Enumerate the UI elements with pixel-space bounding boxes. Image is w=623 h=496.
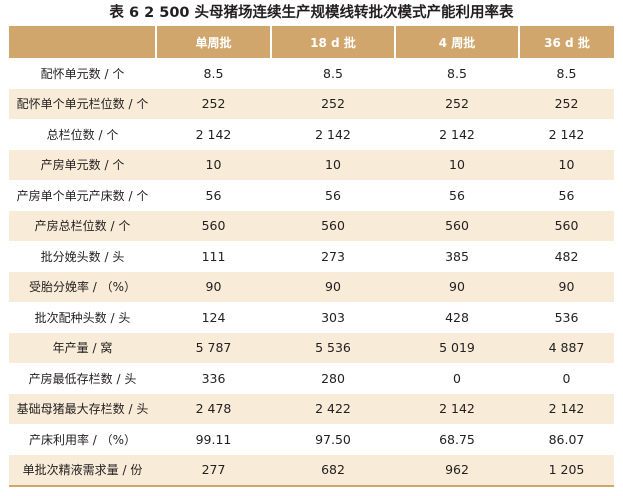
table-cell: 962: [395, 454, 519, 487]
row-label: 年产量 / 窝: [9, 332, 156, 363]
table-cell: 2 142: [519, 119, 614, 150]
table-cell: 10: [395, 149, 519, 180]
row-label: 单批次精液需求量 / 份: [9, 454, 156, 487]
table-cell: 2 142: [156, 119, 271, 150]
table-cell: 90: [395, 271, 519, 302]
table-cell: 280: [271, 363, 395, 394]
table-row: 单批次精液需求量 / 份 277 682 962 1 205: [9, 454, 614, 487]
row-label: 批分娩头数 / 头: [9, 241, 156, 272]
table-row: 配怀单个单元栏位数 / 个 252 252 252 252: [9, 88, 614, 119]
table-cell: 8.5: [395, 58, 519, 89]
table-cell: 8.5: [519, 58, 614, 89]
table-cell: 0: [519, 363, 614, 394]
table-cell: 560: [271, 210, 395, 241]
table-cell: 68.75: [395, 424, 519, 455]
row-label: 产床利用率 / （%）: [9, 424, 156, 455]
table-cell: 560: [519, 210, 614, 241]
table-cell: 2 478: [156, 393, 271, 424]
table-cell: 560: [156, 210, 271, 241]
table-cell: 90: [271, 271, 395, 302]
header-cell-weekly: 单周批: [156, 26, 272, 58]
table-cell: 536: [519, 302, 614, 333]
table-cell: 111: [156, 241, 271, 272]
table-row: 产房总栏位数 / 个 560 560 560 560: [9, 210, 614, 241]
table-cell: 5 536: [271, 332, 395, 363]
table-cell: 428: [395, 302, 519, 333]
table-cell: 336: [156, 363, 271, 394]
table-cell: 8.5: [156, 58, 271, 89]
table-cell: 97.50: [271, 424, 395, 455]
table-cell: 482: [519, 241, 614, 272]
row-label: 配怀单个单元栏位数 / 个: [9, 88, 156, 119]
row-label: 总栏位数 / 个: [9, 119, 156, 150]
table-cell: 2 142: [395, 393, 519, 424]
row-label: 产房单个单元产床数 / 个: [9, 180, 156, 211]
table-cell: 56: [156, 180, 271, 211]
table-cell: 5 019: [395, 332, 519, 363]
table-cell: 86.07: [519, 424, 614, 455]
table-row: 批分娩头数 / 头 111 273 385 482: [9, 241, 614, 272]
table-cell: 0: [395, 363, 519, 394]
capacity-table: 单周批 18 d 批 4 周批 36 d 批 配怀单元数 / 个 8.5 8.5 8.…: [9, 26, 614, 487]
table-cell: 2 142: [395, 119, 519, 150]
table-cell: 2 142: [519, 393, 614, 424]
table-cell: 2 422: [271, 393, 395, 424]
table-cell: 252: [395, 88, 519, 119]
table-row: 产房单元数 / 个 10 10 10 10: [9, 149, 614, 180]
table-cell: 252: [271, 88, 395, 119]
table-row: 批次配种头数 / 头 124 303 428 536: [9, 302, 614, 333]
row-label: 产房总栏位数 / 个: [9, 210, 156, 241]
header-cell-36d: 36 d 批: [519, 26, 614, 58]
table-row: 产房单个单元产床数 / 个 56 56 56 56: [9, 180, 614, 211]
table-cell: 303: [271, 302, 395, 333]
table-cell: 10: [519, 149, 614, 180]
table-cell: 277: [156, 454, 271, 487]
table-cell: 682: [271, 454, 395, 487]
table-cell: 10: [271, 149, 395, 180]
row-label: 基础母猪最大存栏数 / 头: [9, 393, 156, 424]
row-label: 配怀单元数 / 个: [9, 58, 156, 89]
row-label: 批次配种头数 / 头: [9, 302, 156, 333]
table-cell: 10: [156, 149, 271, 180]
table-cell: 4 887: [519, 332, 614, 363]
header-cell-blank: [9, 26, 157, 58]
table-cell: 124: [156, 302, 271, 333]
row-label: 产房最低存栏数 / 头: [9, 363, 156, 394]
table-cell: 56: [395, 180, 519, 211]
table-caption: 表 6 2 500 头母猪场连续生产规模线转批次模式产能利用率表: [109, 5, 514, 21]
table-cell: 252: [156, 88, 271, 119]
table-cell: 5 787: [156, 332, 271, 363]
table-cell: 56: [271, 180, 395, 211]
table-cell: 90: [156, 271, 271, 302]
table-cell: 252: [519, 88, 614, 119]
header-cell-4week: 4 周批: [395, 26, 520, 58]
table-cell: 273: [271, 241, 395, 272]
row-label: 受胎分娩率 / （%）: [9, 271, 156, 302]
header-row: 单周批 18 d 批 4 周批 36 d 批: [9, 26, 614, 58]
table-cell: 8.5: [271, 58, 395, 89]
table-cell: 90: [519, 271, 614, 302]
table-cell: 1 205: [519, 454, 614, 487]
header-cell-18d: 18 d 批: [271, 26, 396, 58]
table-cell: 99.11: [156, 424, 271, 455]
row-label: 产房单元数 / 个: [9, 149, 156, 180]
table-cell: 560: [395, 210, 519, 241]
table-row: 产房最低存栏数 / 头 336 280 0 0: [9, 363, 614, 394]
table-row: 受胎分娩率 / （%） 90 90 90 90: [9, 271, 614, 302]
table-cell: 385: [395, 241, 519, 272]
table-cell: 2 142: [271, 119, 395, 150]
table-cell: 56: [519, 180, 614, 211]
table-row: 产床利用率 / （%） 99.11 97.50 68.75 86.07: [9, 424, 614, 455]
table-row: 配怀单元数 / 个 8.5 8.5 8.5 8.5: [9, 58, 614, 89]
